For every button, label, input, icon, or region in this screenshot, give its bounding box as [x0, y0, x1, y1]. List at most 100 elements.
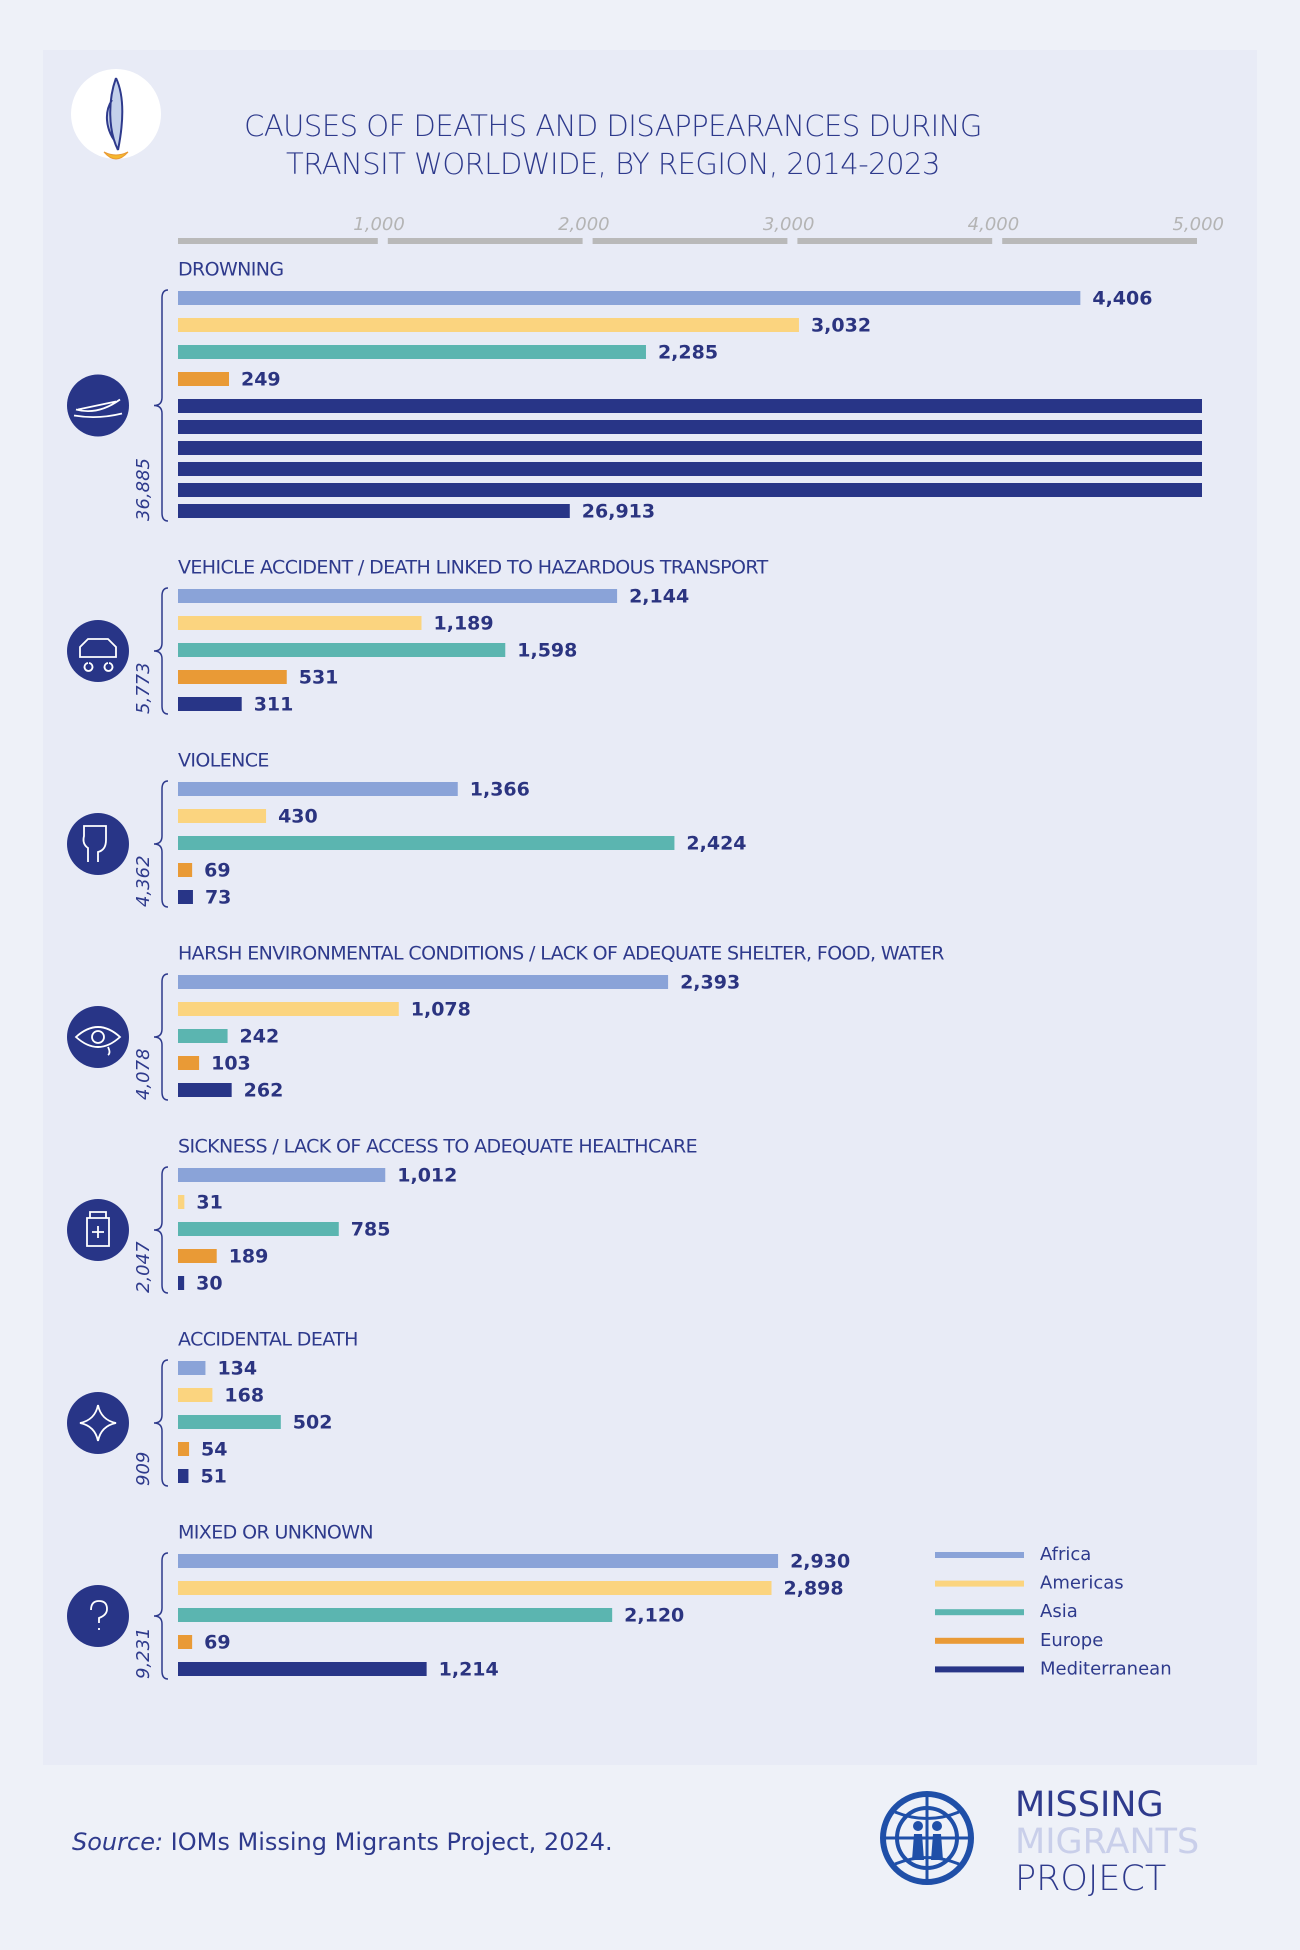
chart-title: CAUSES OF DEATHS AND DISAPPEARANCES DURI…	[244, 109, 982, 143]
legend-label: Africa	[1040, 1544, 1091, 1565]
icon-glyph	[86, 1211, 110, 1247]
legend-label: Americas	[1040, 1573, 1124, 1594]
legend-swatch	[935, 1637, 1024, 1644]
value-label: 531	[299, 667, 339, 689]
logo-figure	[932, 1821, 942, 1831]
category-icon	[67, 1006, 129, 1068]
category-label: VIOLENCE	[178, 750, 269, 772]
bar	[178, 643, 506, 657]
value-label: 103	[211, 1053, 251, 1075]
category-label: SICKNESS / LACK OF ACCESS TO ADEQUATE HE…	[178, 1136, 697, 1158]
bar	[178, 589, 618, 603]
bar	[178, 372, 229, 386]
axis-segment	[797, 238, 993, 244]
x-tick-label: 5,000	[1172, 214, 1224, 235]
value-label: 73	[205, 887, 231, 909]
bar	[178, 1442, 190, 1456]
value-label: 1,189	[434, 613, 494, 635]
logo-text: MIGRANTS	[1015, 1822, 1199, 1862]
bar	[178, 1635, 193, 1649]
value-label: 31	[196, 1192, 222, 1214]
total-label: 36,885	[133, 458, 154, 521]
value-label: 2,144	[629, 586, 689, 608]
bar	[178, 1608, 613, 1622]
value-label: 2,898	[784, 1578, 844, 1600]
value-label: 1,012	[397, 1165, 457, 1187]
category-label: HARSH ENVIRONMENTAL CONDITIONS / LACK OF…	[178, 943, 944, 965]
category-label: MIXED OR UNKNOWN	[178, 1522, 373, 1544]
value-label: 2,120	[624, 1605, 684, 1627]
value-label: 262	[244, 1080, 284, 1102]
x-tick-label: 1,000	[353, 214, 405, 235]
bar	[178, 1083, 232, 1097]
value-label: 2,285	[658, 342, 718, 364]
category-icon	[67, 620, 129, 682]
total-label: 4,078	[133, 1048, 154, 1100]
bar	[178, 1662, 427, 1676]
legend-swatch	[935, 1580, 1024, 1587]
bar	[178, 890, 193, 904]
icon-glyph	[79, 1404, 117, 1442]
bar	[178, 863, 193, 877]
value-label: 69	[204, 1632, 230, 1654]
flower-petal	[103, 151, 129, 160]
value-label: 1,078	[411, 999, 471, 1021]
value-label: 4,406	[1092, 288, 1152, 310]
bar	[178, 1222, 339, 1236]
logo-text: PROJECT	[1015, 1859, 1166, 1899]
bar	[178, 1249, 217, 1263]
bar	[178, 420, 1202, 434]
legend-label: Asia	[1040, 1601, 1078, 1622]
total-label: 909	[133, 1452, 154, 1486]
value-label: 30	[196, 1273, 222, 1295]
value-label: 134	[217, 1358, 257, 1380]
logo-figure	[913, 1821, 923, 1831]
bar	[178, 291, 1081, 305]
brace	[153, 1359, 169, 1487]
value-label: 26,913	[582, 501, 655, 523]
logo-mark	[880, 1791, 974, 1885]
panel	[43, 50, 1257, 1765]
category-label: VEHICLE ACCIDENT / DEATH LINKED TO HAZAR…	[178, 557, 769, 579]
legend-swatch	[935, 1666, 1024, 1673]
axis-segment	[387, 238, 583, 244]
icon-glyph	[74, 1026, 122, 1056]
bar	[178, 1168, 386, 1182]
source: Source: IOMs Missing Migrants Project, 2…	[72, 1828, 613, 1856]
brace	[153, 289, 169, 522]
axis-segment	[592, 238, 788, 244]
x-tick-label: 3,000	[763, 214, 815, 235]
icon-glyph	[79, 638, 117, 672]
value-label: 3,032	[811, 315, 871, 337]
total-label: 9,231	[133, 1627, 154, 1679]
bar	[178, 1415, 281, 1429]
brace	[153, 587, 169, 715]
bar	[178, 1195, 185, 1209]
x-tick-label: 4,000	[968, 214, 1020, 235]
logo-text: MISSING	[1015, 1785, 1164, 1825]
axis-segment	[1002, 238, 1197, 244]
bar	[178, 441, 1202, 455]
bar	[178, 782, 458, 796]
category-icon	[67, 813, 129, 875]
bar	[178, 1029, 228, 1043]
value-label: 2,930	[790, 1551, 850, 1573]
value-label: 249	[241, 369, 281, 391]
source-text: IOMs Missing Migrants Project, 2024.	[163, 1828, 613, 1856]
value-label: 189	[229, 1246, 269, 1268]
bar	[178, 483, 1202, 497]
bar	[178, 1388, 213, 1402]
brace	[153, 973, 169, 1101]
value-label: 2,393	[680, 972, 740, 994]
bar	[178, 809, 267, 823]
category-label: DROWNING	[178, 259, 284, 281]
logo-grid	[883, 1794, 971, 1882]
category-icon	[67, 1392, 129, 1454]
bar	[178, 670, 287, 684]
bar	[178, 1554, 779, 1568]
bar	[178, 345, 646, 359]
bar	[178, 1361, 206, 1375]
total-label: 5,773	[133, 662, 154, 714]
legend-swatch	[935, 1552, 1024, 1558]
